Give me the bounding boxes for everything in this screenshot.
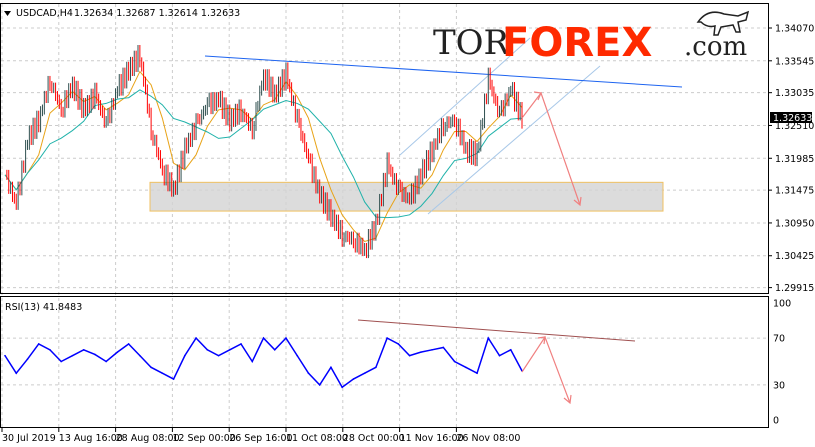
price-axis: 1.34070 1.33545 1.33035 1.32510 1.31985 1.314…: [768, 24, 814, 294]
rsi-point: [363, 372, 366, 375]
rsi-point: [94, 353, 96, 356]
rsi-point: [217, 354, 220, 357]
rsi-point: [184, 354, 186, 357]
rsi-tick-label: 70: [773, 334, 785, 345]
time-tick-label: 13 Aug 16:00: [59, 433, 123, 444]
price-tick-label: 1.32510: [775, 121, 814, 132]
time-tick-label: 28 Aug 08:00: [116, 433, 180, 444]
rsi-point: [116, 351, 119, 353]
rsi-point: [161, 372, 164, 375]
rsi-point: [397, 343, 400, 345]
rsi-point: [4, 354, 6, 357]
price-tick-label: 1.31475: [775, 186, 814, 197]
rsi-point: [273, 349, 276, 351]
ma-fast-line: [4, 70, 523, 243]
rsi-point: [307, 372, 310, 375]
dropdown-triangle-icon[interactable]: [4, 11, 11, 16]
time-tick-label: 26 Nov 08:00: [456, 433, 520, 444]
price-tick-label: 1.33545: [775, 56, 814, 67]
rsi-point: [498, 354, 501, 357]
rsi-point: [296, 354, 299, 357]
rsi-point: [206, 349, 209, 351]
time-tick-label: 11 Oct 08:00: [286, 433, 348, 444]
rsi-point: [408, 354, 411, 357]
rsi-point: [240, 343, 242, 345]
rsi-title: RSI(13) 41.8483: [5, 302, 82, 313]
symbol-label: USDCAD,H4: [16, 8, 73, 19]
forecast-arrow-rsi: [521, 335, 572, 405]
price-panel-frame: [0, 3, 769, 294]
price-tick-label: 1.31985: [775, 154, 814, 165]
rsi-point: [453, 360, 456, 363]
rsi-point: [60, 360, 62, 363]
rsi-point: [127, 343, 130, 345]
rsi-point: [442, 346, 445, 349]
rsi-point: [251, 360, 254, 363]
rsi-point: [386, 337, 388, 339]
rsi-point: [82, 349, 85, 351]
current-price-box: [770, 112, 812, 123]
rsi-point: [509, 349, 512, 351]
rsi-point: [139, 354, 141, 357]
rsi-point: [49, 349, 51, 351]
time-tick-label: 26 Sep 16:00: [229, 433, 292, 444]
rsi-point: [15, 372, 18, 375]
time-tick-label: 11 Nov 16:00: [400, 433, 464, 444]
channel-lines: [399, 37, 601, 215]
rsi-point: [431, 349, 433, 351]
rsi-point: [487, 337, 490, 339]
rsi-series: [4, 336, 523, 389]
rsi-point: [105, 360, 107, 363]
price-tick-label: 1.33035: [775, 88, 814, 99]
price-tick-label: 1.30950: [775, 218, 814, 229]
rsi-point: [330, 366, 332, 369]
rsi-panel-frame: [0, 296, 769, 428]
logo-com: .com: [684, 32, 747, 62]
time-tick-label: 30 Jul 2019: [2, 433, 56, 444]
resistance-line: [204, 55, 683, 88]
logo-forex: FOREX: [502, 20, 652, 66]
bull-icon: [696, 10, 750, 36]
rsi-tick-label: 100: [773, 299, 791, 310]
rsi-point: [172, 378, 175, 380]
rsi-point: [71, 354, 74, 357]
rsi-tick-label: 0: [773, 416, 779, 427]
grid: [1, 4, 768, 427]
rsi-point: [341, 386, 343, 389]
logo-tor: TOR: [433, 23, 511, 63]
forecast-arrow-price: [521, 91, 582, 207]
rsi-point: [150, 366, 152, 369]
rsi-point: [318, 384, 321, 386]
rsi-trendline: [357, 319, 636, 342]
rsi-point: [465, 366, 467, 369]
rsi-point: [37, 343, 40, 345]
rsi-point: [228, 349, 231, 351]
rsi-point: [352, 378, 355, 380]
time-tick-label: 28 Oct 00:00: [343, 433, 405, 444]
current-price-label: 1.32633: [773, 113, 812, 124]
price-tick-label: 1.29915: [775, 283, 814, 294]
price-tick-label: 1.34070: [775, 24, 814, 35]
rsi-point: [476, 372, 478, 375]
rsi-tick-label: 30: [773, 380, 785, 391]
rsi-axis: 100 70 30 0: [773, 299, 791, 427]
rsi-point: [195, 337, 197, 339]
rsi-point: [375, 366, 377, 369]
price-candles: [6, 44, 523, 259]
rsi-point: [285, 337, 287, 339]
rsi-point: [420, 351, 422, 353]
price-tick-label: 1.30425: [775, 251, 814, 262]
moving-averages: [4, 70, 523, 243]
rsi-line: [4, 336, 523, 389]
torforex-logo: TOR FOREX .com: [433, 10, 750, 66]
time-tick-label: 12 Sep 00:00: [172, 433, 235, 444]
rsi-point: [262, 337, 265, 339]
rsi-point: [26, 358, 29, 360]
ohlc-values: 1.32634 1.32687 1.32614 1.32633: [74, 8, 240, 19]
